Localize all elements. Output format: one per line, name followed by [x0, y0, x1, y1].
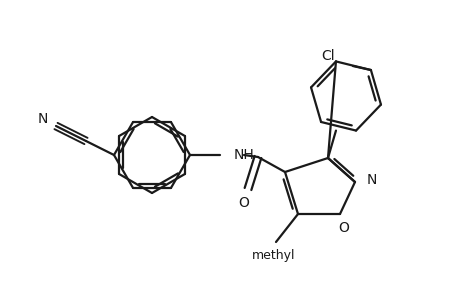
Text: methyl: methyl: [252, 250, 295, 262]
Text: Cl: Cl: [320, 49, 334, 63]
Text: NH: NH: [234, 148, 254, 162]
Text: O: O: [238, 196, 249, 210]
Text: O: O: [338, 221, 349, 235]
Text: N: N: [366, 173, 376, 187]
Text: N: N: [38, 112, 48, 126]
